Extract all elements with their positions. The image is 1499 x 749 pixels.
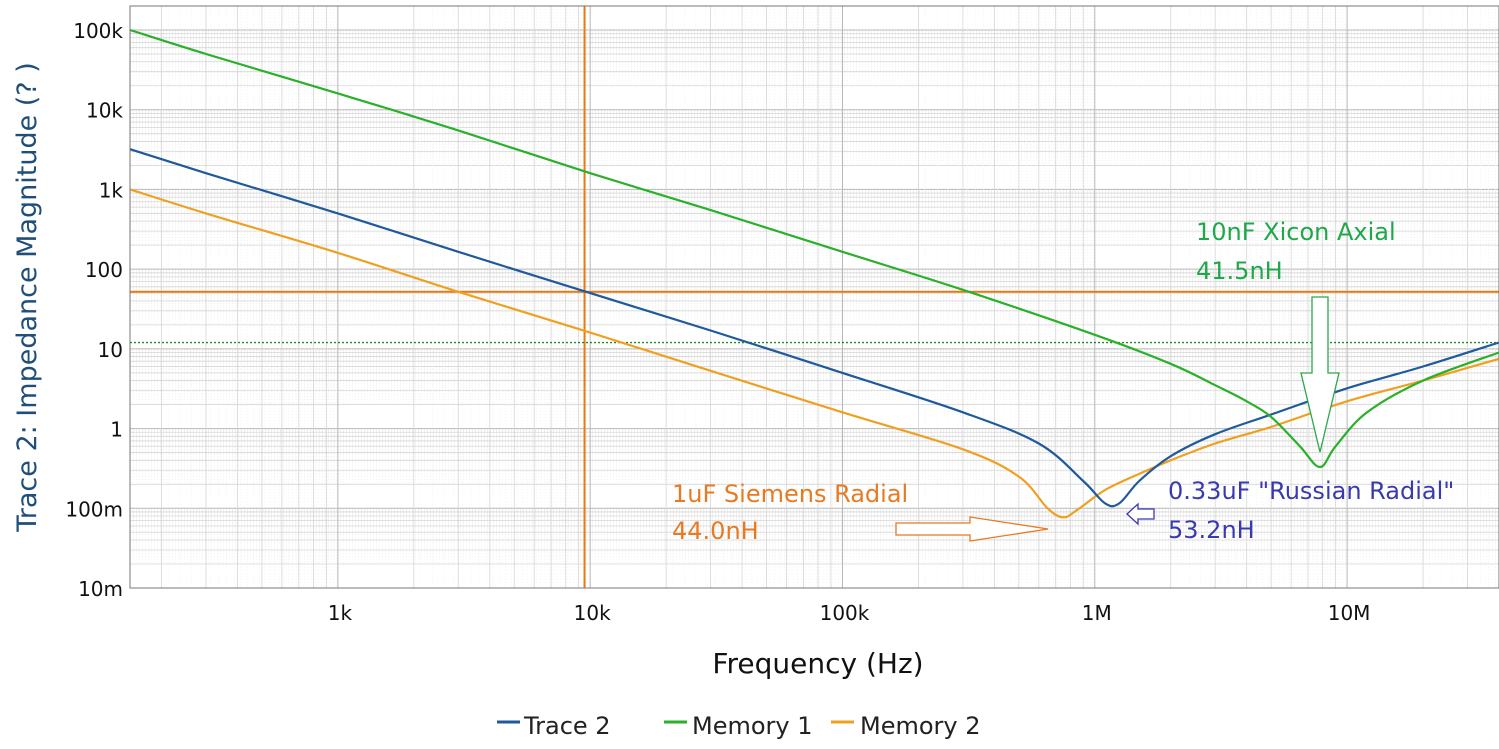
grid (130, 5, 1499, 589)
y-tick-label: 100k (73, 19, 123, 43)
annotation-arrows (895, 296, 1340, 542)
x-axis-ticks: 1k 10k 100k 1M 10M (328, 601, 1371, 625)
y-axis-ticks: 100k 10k 1k 100 10 1 100m 10m (65, 19, 123, 601)
annotation-memory2: 1uF Siemens Radial 44.0nH (672, 480, 908, 545)
cursors (130, 6, 1499, 588)
y-tick-label: 100m (65, 497, 123, 521)
arrow-trace2-icon (1126, 502, 1155, 526)
annotation-trace2-line2: 53.2nH (1168, 516, 1255, 544)
arrow-memory2-icon (895, 516, 1049, 542)
annotation-memory1-line1: 10nF Xicon Axial (1196, 218, 1396, 246)
legend-label-memory2: Memory 2 (860, 712, 981, 740)
annotation-trace2: 0.33uF "Russian Radial" 53.2nH (1168, 477, 1454, 544)
legend-item-memory1[interactable]: Memory 1 (664, 712, 813, 740)
x-tick-label: 1M (1082, 601, 1112, 625)
y-axis-label: Trace 2: Impedance Magnitude (? ) (12, 62, 43, 533)
legend: Trace 2 Memory 1 Memory 2 (497, 712, 981, 740)
x-axis-label: Frequency (Hz) (712, 647, 923, 680)
y-tick-label: 10m (78, 577, 123, 601)
series-line-memory-1 (129, 28, 1499, 469)
legend-item-memory2[interactable]: Memory 2 (831, 712, 981, 740)
y-tick-label: 10 (98, 338, 123, 362)
x-tick-label: 10k (574, 601, 611, 625)
annotation-trace2-line1: 0.33uF "Russian Radial" (1168, 477, 1454, 505)
annotation-memory1-line2: 41.5nH (1196, 257, 1283, 285)
plot-frame (129, 5, 1499, 589)
annotation-memory2-line2: 44.0nH (672, 517, 759, 545)
series-group (129, 28, 1499, 519)
y-tick-label: 1 (110, 418, 123, 442)
annotation-memory1: 10nF Xicon Axial 41.5nH (1196, 218, 1396, 285)
series-line-memory-2 (129, 188, 1499, 519)
y-tick-label: 100 (85, 258, 123, 282)
legend-item-trace2[interactable]: Trace 2 (497, 712, 611, 740)
legend-label-memory1: Memory 1 (692, 712, 813, 740)
arrow-memory1-icon (1300, 296, 1340, 453)
y-tick-label: 10k (86, 99, 123, 123)
legend-label-trace2: Trace 2 (523, 712, 611, 740)
x-tick-label: 1k (328, 601, 353, 625)
x-tick-label: 100k (820, 601, 870, 625)
annotation-memory2-line1: 1uF Siemens Radial (672, 480, 908, 508)
y-tick-label: 1k (99, 178, 124, 202)
series-line-trace-2 (129, 148, 1499, 508)
x-tick-label: 10M (1328, 601, 1371, 625)
